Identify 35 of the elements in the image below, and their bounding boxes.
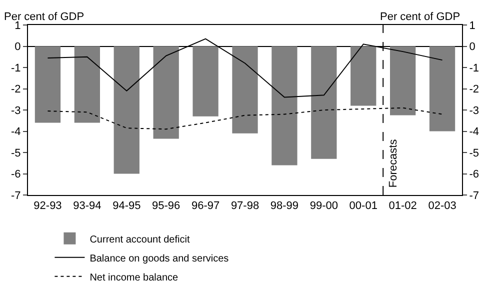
y2-tick-label: -3 bbox=[469, 104, 479, 117]
x-tick-label: 94-95 bbox=[112, 200, 141, 212]
x-tick-label: 93-94 bbox=[73, 200, 102, 212]
y-tick-label: -7 bbox=[11, 190, 21, 202]
y-tick-label: -1 bbox=[11, 62, 21, 74]
x-tick-label: 98-99 bbox=[270, 200, 299, 212]
y-tick-label: -4 bbox=[11, 126, 21, 138]
x-tick-label: 95-96 bbox=[152, 200, 180, 212]
legend-label: Balance on goods and services bbox=[90, 253, 229, 264]
y-tick-label: -6 bbox=[11, 168, 21, 181]
y-tick-label: -3 bbox=[11, 104, 21, 117]
y-tick-label: 0 bbox=[14, 41, 21, 54]
y2-tick-label: 0 bbox=[469, 41, 476, 54]
legend-label: Net income balance bbox=[90, 272, 179, 284]
y2-axis-title: Per cent of GDP bbox=[380, 11, 460, 23]
y2-tick-label: -4 bbox=[469, 126, 479, 138]
y2-tick-label: -2 bbox=[469, 84, 479, 96]
y2-tick-label: -6 bbox=[469, 168, 479, 181]
x-tick-label: 00-01 bbox=[349, 200, 378, 212]
x-tick-label: 92-93 bbox=[34, 200, 62, 212]
x-tick-label: 97-98 bbox=[230, 200, 260, 212]
x-tick-label: 96-97 bbox=[191, 200, 220, 212]
y-tick-label: -2 bbox=[11, 84, 21, 96]
y2-tick-label: -1 bbox=[469, 62, 479, 74]
line-series bbox=[47, 107, 443, 130]
y2-tick-label: 1 bbox=[469, 20, 476, 32]
y2-tick-label: -7 bbox=[469, 190, 479, 202]
x-tick-label: 99-00 bbox=[310, 200, 338, 212]
legend-label: Current account deficit bbox=[90, 234, 190, 246]
y-tick-label: 1 bbox=[14, 20, 21, 32]
y2-tick-label: -5 bbox=[469, 147, 479, 160]
x-tick-label: 01-02 bbox=[388, 200, 417, 212]
x-tick-label: 02-03 bbox=[428, 200, 456, 212]
y-tick-label: -5 bbox=[11, 147, 21, 160]
ref-line-label: Forecasts bbox=[388, 138, 400, 188]
